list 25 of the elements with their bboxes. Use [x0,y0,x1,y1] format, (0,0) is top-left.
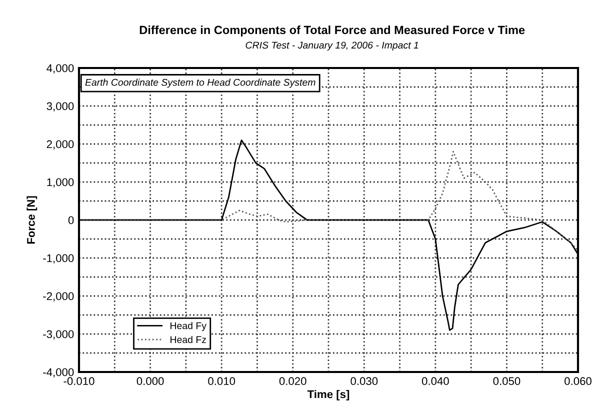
x-tick-label: 0.030 [350,377,378,386]
y-tick-label: 1,000 [47,178,74,188]
chart-subtitle: CRIS Test - January 19, 2006 - Impact 1 [246,42,418,51]
line-series [79,150,578,252]
y-tick-label: -1,000 [43,254,74,264]
x-tick-label: 0.060 [564,377,592,386]
y-axis-title: Force [N] [26,196,38,244]
x-tick-label: 0.020 [279,377,306,386]
legend-label: Head Fy [170,322,206,332]
annotation: Earth Coordinate System to Head Coordinate System [85,78,316,88]
y-tick-label: 4,000 [46,64,74,74]
legend-label: Head Fz [170,336,206,344]
y-tick-label: -2,000 [43,292,74,302]
y-tick-label: 2,000 [46,140,74,150]
y-tick-label: 3,000 [46,102,74,112]
x-tick-label: -0.010 [64,377,94,386]
x-tick-label: 0.050 [493,377,520,386]
y-tick-label: -3,000 [43,330,74,340]
x-axis-title: Time [s] [307,390,350,400]
chart-title: Difference in Components of Total Force and Measured Force v Time [140,26,525,36]
y-tick-label: -4,000 [43,368,74,378]
x-tick-label: 0.040 [422,377,449,386]
x-tick-label: 0.000 [136,377,164,386]
x-tick-label: 0.010 [208,377,236,386]
y-tick-label: 0 [68,216,74,224]
